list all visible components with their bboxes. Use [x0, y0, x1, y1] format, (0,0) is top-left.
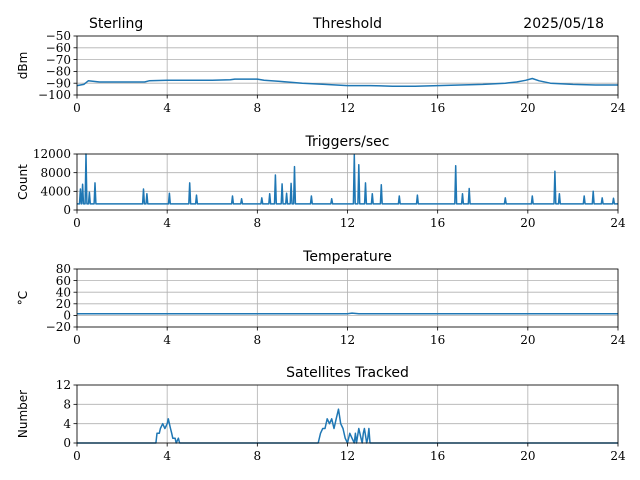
x-tick-label: 20 [520, 333, 535, 347]
station-label: Sterling [89, 16, 143, 32]
x-tick-label: 4 [163, 101, 171, 115]
x-tick-label: 12 [340, 333, 355, 347]
y-tick-label: −60 [46, 41, 71, 55]
x-tick-label: 24 [610, 333, 626, 347]
y-tick-label: 80 [56, 262, 71, 276]
x-tick-label: 4 [163, 449, 171, 463]
y-tick-label: 20 [56, 297, 71, 311]
x-tick-label: 20 [520, 101, 535, 115]
x-tick-label: 8 [254, 216, 262, 230]
x-tick-label: 12 [340, 101, 355, 115]
x-tick-label: 8 [254, 449, 262, 463]
y-tick-label: 4 [63, 417, 71, 431]
y-tick-label: 0 [63, 309, 71, 323]
x-tick-label: 0 [73, 216, 81, 230]
y-tick-label: 60 [56, 274, 71, 288]
y-tick-label: 12000 [33, 147, 71, 161]
y-tick-label: 8 [63, 398, 71, 412]
temperature-series-line [77, 312, 618, 315]
x-tick-label: 0 [73, 449, 81, 463]
y-tick-label: −20 [46, 320, 71, 334]
x-tick-label: 20 [520, 449, 535, 463]
satellites-tracked-series-line [77, 408, 618, 444]
y-tick-label: 12 [56, 378, 71, 392]
y-tick-label: −50 [46, 29, 71, 43]
y-tick-label: 40 [56, 285, 71, 299]
threshold-title: Threshold [312, 16, 382, 32]
temperature-y-axis-label: °C [16, 291, 30, 305]
x-tick-label: 8 [254, 333, 262, 347]
threshold-series-line [76, 77, 618, 87]
x-tick-label: 12 [340, 449, 355, 463]
x-tick-label: 0 [73, 101, 81, 115]
temperature-title: Temperature [302, 249, 392, 265]
y-tick-label: −80 [46, 65, 71, 79]
x-tick-label: 24 [610, 449, 626, 463]
y-tick-label: −70 [46, 53, 71, 67]
x-tick-label: 20 [520, 216, 535, 230]
threshold-y-axis-label: dBm [16, 52, 30, 80]
y-tick-label: 0 [63, 203, 71, 217]
x-tick-label: 24 [610, 216, 626, 230]
satellites-tracked-title: Satellites Tracked [286, 365, 409, 381]
date-label: 2025/05/18 [523, 16, 604, 32]
y-tick-label: 8000 [40, 166, 71, 180]
x-tick-label: 8 [254, 101, 262, 115]
plots: 0 4 8 12 16 20 24 −100−90−80−70−60−50 Threshold d… [16, 16, 626, 463]
satellites-tracked-chart: 0 4 8 12 16 20 24 0 4 8 12 Satellites Tracked Number [16, 365, 626, 463]
triggers-sec-chart: 0 4 8 12 16 20 24 0 4000 8000 12000 Triggers/sec Cou… [16, 134, 626, 230]
triggers-sec-title: Triggers/sec [305, 134, 390, 150]
x-tick-label: 4 [163, 216, 171, 230]
triggers-sec-series-line [77, 153, 618, 205]
y-tick-label: −90 [46, 76, 71, 90]
x-tick-label: 16 [430, 449, 445, 463]
x-tick-label: 16 [430, 216, 445, 230]
x-tick-label: 24 [610, 101, 626, 115]
y-tick-label: 4000 [40, 185, 71, 199]
x-tick-label: 12 [340, 216, 355, 230]
y-tick-label: 0 [63, 436, 71, 450]
triggers-sec-y-axis-label: Count [16, 164, 30, 200]
x-tick-label: 16 [430, 101, 445, 115]
x-tick-label: 0 [73, 333, 81, 347]
threshold-chart: 0 4 8 12 16 20 24 −100−90−80−70−60−50 Threshold d… [16, 16, 626, 115]
satellites-tracked-y-axis-label: Number [16, 390, 30, 438]
x-tick-label: 16 [430, 333, 445, 347]
y-tick-label: −100 [38, 88, 71, 102]
x-tick-label: 4 [163, 333, 171, 347]
